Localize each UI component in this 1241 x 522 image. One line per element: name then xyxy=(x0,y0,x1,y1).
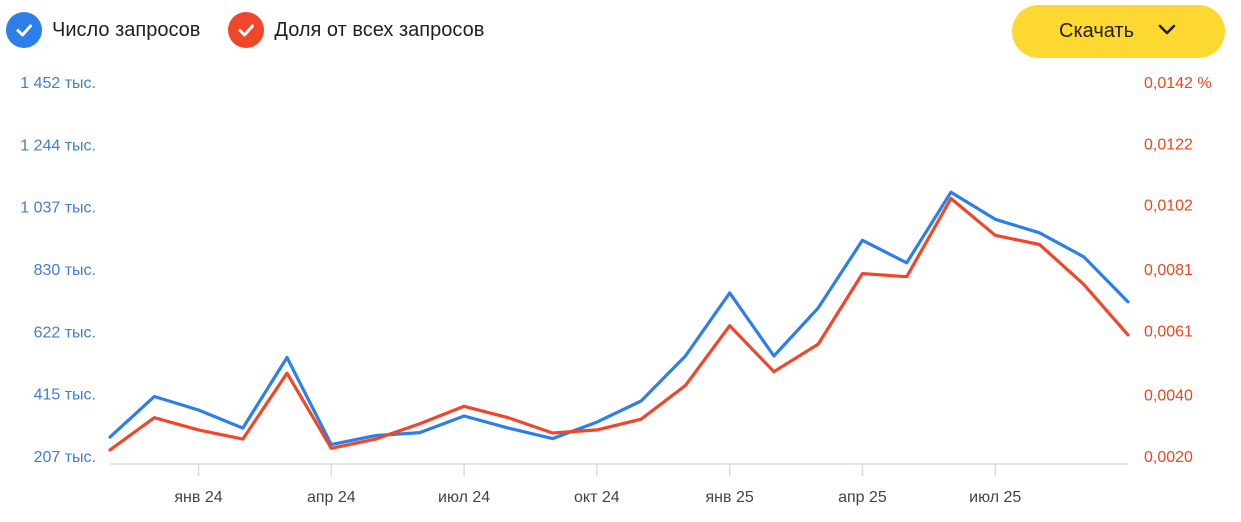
legend: Число запросов Доля от всех запросов xyxy=(6,12,512,48)
x-tick-label: апр 25 xyxy=(838,489,887,506)
checkmark-icon xyxy=(228,12,265,48)
y-right-tick-label: 0,0061 xyxy=(1144,323,1193,340)
y-left-tick-label: 1 244 тыс. xyxy=(20,137,96,154)
y-left-tick-label: 415 тыс. xyxy=(34,387,96,404)
y-left-tick-label: 622 тыс. xyxy=(34,324,96,341)
y-right-tick-label: 0,0102 xyxy=(1144,198,1193,215)
legend-item-share[interactable]: Доля от всех запросов xyxy=(228,12,484,48)
x-tick-label: июл 24 xyxy=(438,489,490,506)
y-right-tick-label: 0,0142 % xyxy=(1144,75,1212,92)
y-left-tick-label: 207 тыс. xyxy=(34,449,96,466)
y-right-tick-label: 0,0081 xyxy=(1144,262,1193,279)
y-right-tick-label: 0,0122 xyxy=(1144,136,1193,153)
download-button[interactable]: Скачать xyxy=(1012,5,1225,58)
checkmark-icon xyxy=(6,12,42,48)
series-line-share xyxy=(108,196,1130,452)
x-tick-label: янв 24 xyxy=(174,489,222,506)
x-tick-label: окт 24 xyxy=(574,489,620,506)
series-line-request-count xyxy=(108,190,1130,447)
legend-item-request-count[interactable]: Число запросов xyxy=(6,12,200,48)
y-left-tick-label: 830 тыс. xyxy=(34,262,96,279)
y-right-tick-label: 0,0020 xyxy=(1144,449,1193,466)
chevron-down-icon xyxy=(1156,19,1178,44)
legend-label-share: Доля от всех запросов xyxy=(274,18,485,41)
x-tick-label: июл 25 xyxy=(969,489,1021,506)
legend-label-request-count: Число запросов xyxy=(52,18,201,41)
x-tick-label: апр 24 xyxy=(307,489,356,506)
y-right-tick-label: 0,0040 xyxy=(1144,388,1193,405)
x-tick-label: янв 25 xyxy=(706,489,754,506)
download-button-label: Скачать xyxy=(1059,20,1134,42)
y-left-tick-label: 1 037 тыс. xyxy=(20,200,96,217)
y-left-tick-label: 1 452 тыс. xyxy=(20,75,96,92)
